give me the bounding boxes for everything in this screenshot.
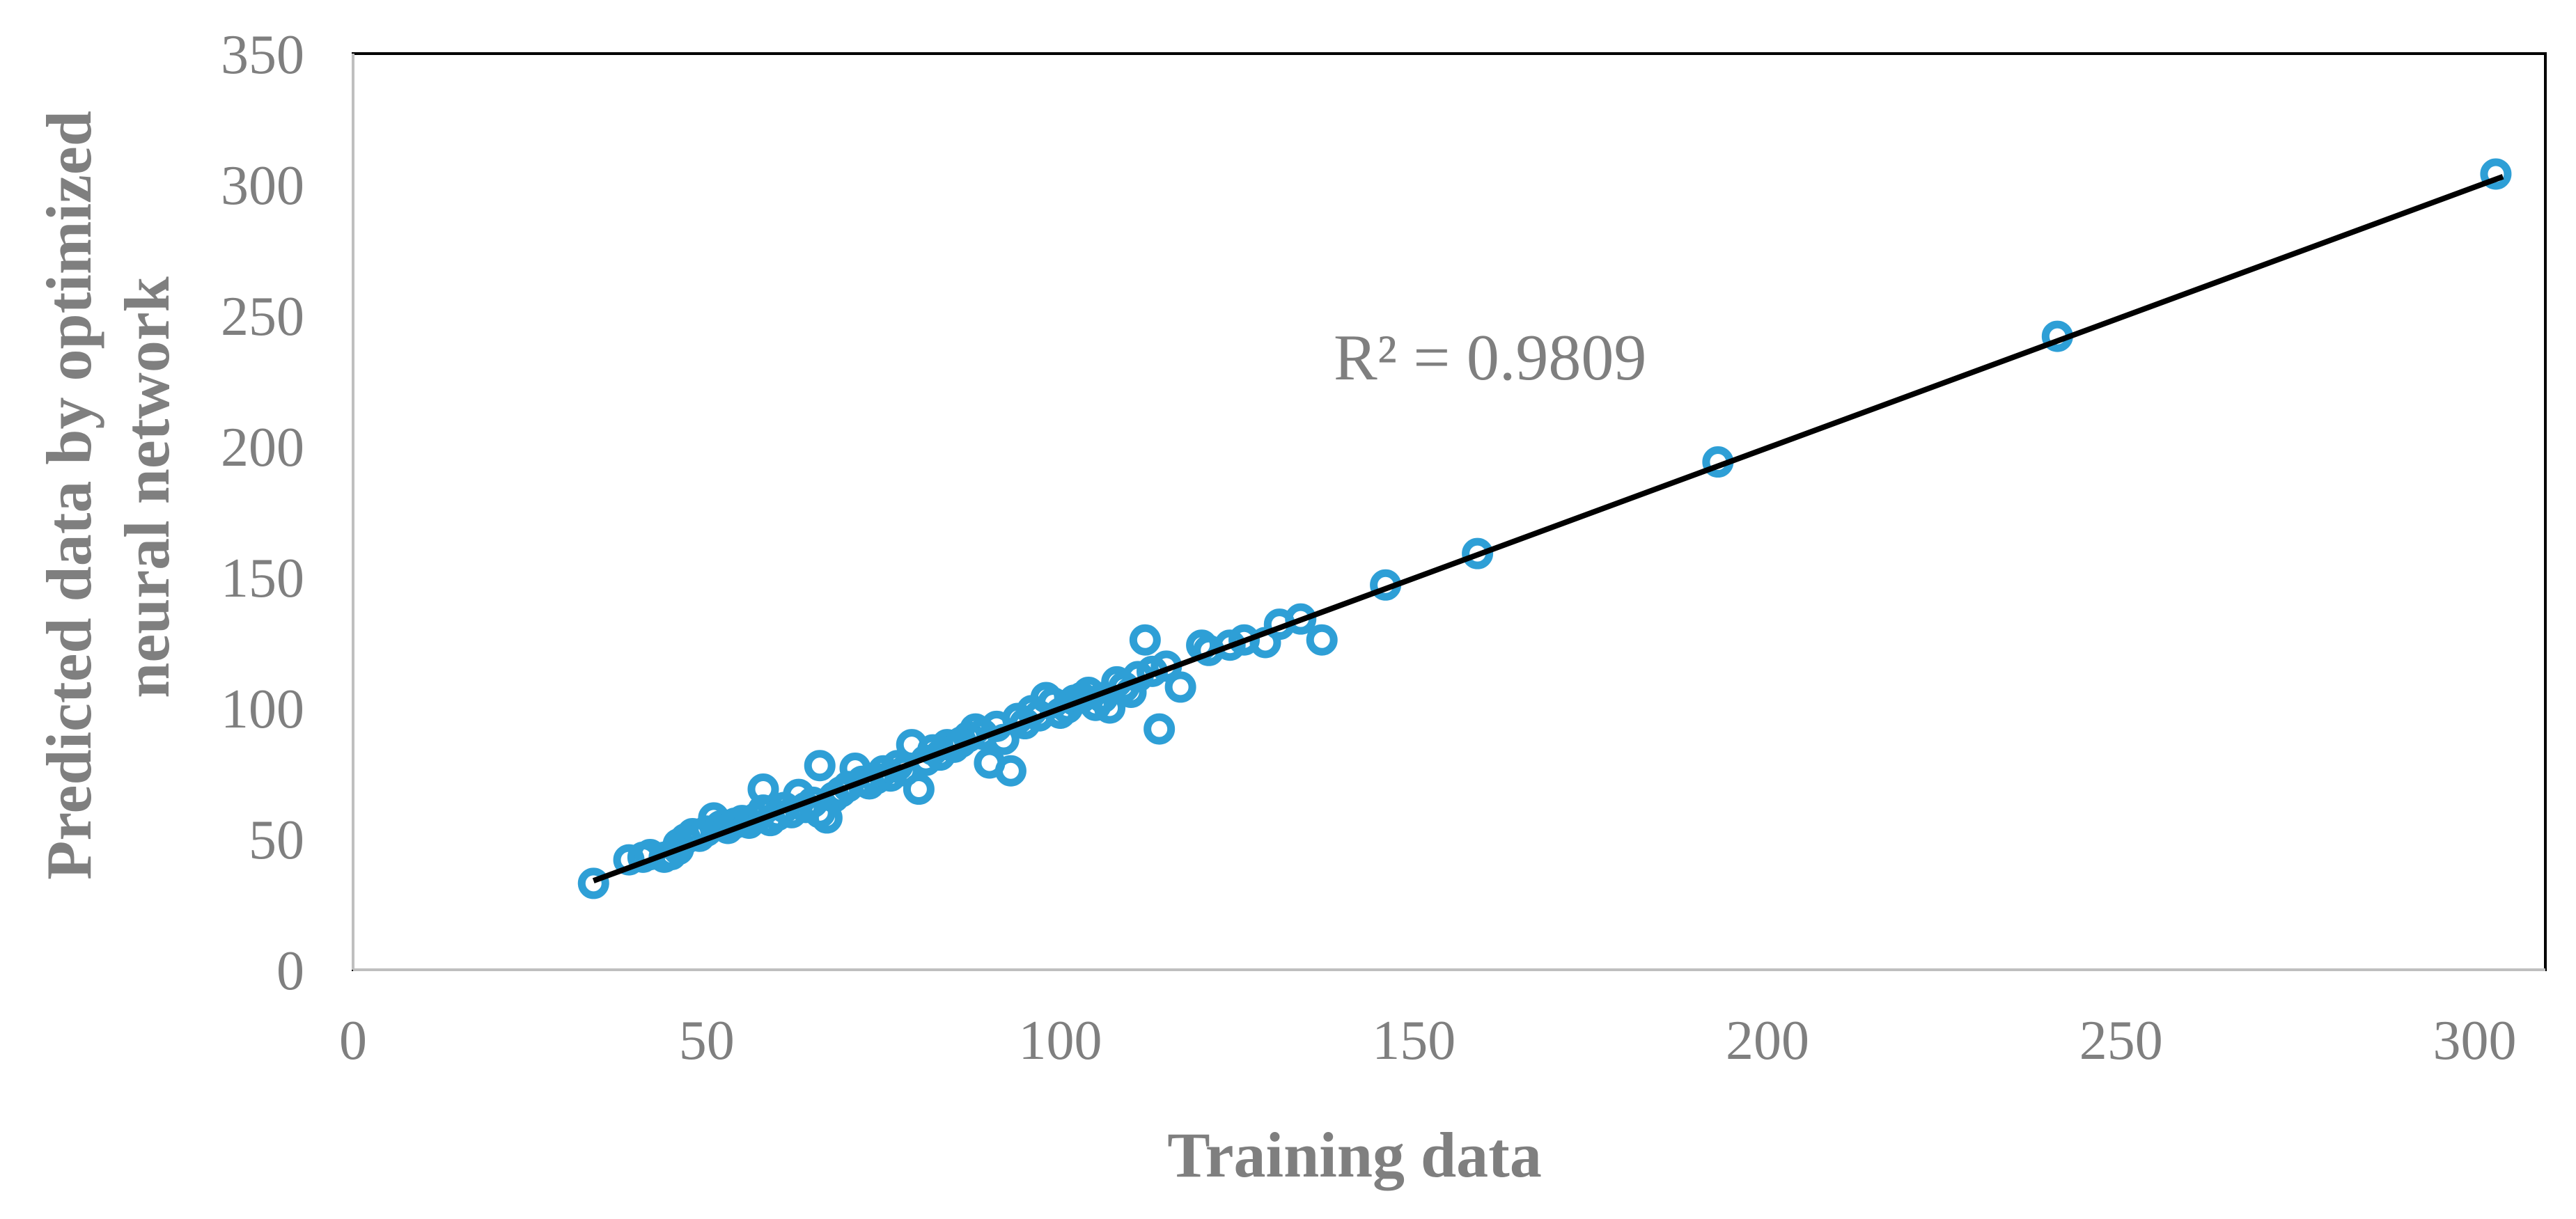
y-tick-label: 0 [276, 941, 304, 1002]
data-point [1285, 603, 1317, 635]
y-tick-label: 50 [249, 810, 304, 871]
y-tick-label: 200 [221, 417, 304, 478]
x-tick-label: 300 [2433, 1010, 2516, 1071]
y-tick-label: 100 [221, 679, 304, 740]
y-axis-title: Predicted data by optimized neural netwo… [33, 95, 182, 880]
data-point [903, 773, 935, 805]
x-tick-label: 250 [2079, 1010, 2163, 1071]
x-axis-title: Training data [1167, 1119, 1542, 1190]
trendline-layer [592, 173, 2504, 883]
data-point [1164, 671, 1196, 703]
y-tick-label: 150 [221, 548, 304, 609]
r-squared-annotation: R² = 0.9809 [1334, 322, 1646, 394]
data-point [1306, 624, 1338, 656]
data-point [1462, 537, 1494, 569]
x-tick-label: 200 [1726, 1010, 1809, 1071]
x-tick-label: 0 [339, 1010, 367, 1071]
data-point [994, 755, 1027, 787]
data-point [747, 773, 779, 805]
x-tick-label: 50 [679, 1010, 735, 1071]
data-point [577, 867, 609, 899]
y-axis-title-line-2: neural network [111, 276, 182, 698]
x-tick-label: 100 [1018, 1010, 1102, 1071]
x-tick-label: 150 [1372, 1010, 1455, 1071]
data-point [1143, 713, 1176, 745]
data-point [2480, 158, 2512, 190]
y-tick-label: 300 [221, 155, 304, 217]
data-point [1094, 692, 1126, 724]
data-points [577, 158, 2512, 899]
data-point [804, 750, 836, 782]
axes: 0 50 100 150 200 250 300 0 50 100 150 200 250 300 350 [221, 24, 2545, 1071]
data-point [1129, 624, 1161, 656]
y-tick-label: 350 [221, 24, 304, 86]
trendline [592, 173, 2504, 883]
y-tick-label: 250 [221, 286, 304, 347]
labels: Training data Predicted data by optimize… [33, 95, 1646, 1190]
y-axis-title-line-1: Predicted data by optimized [33, 111, 104, 880]
